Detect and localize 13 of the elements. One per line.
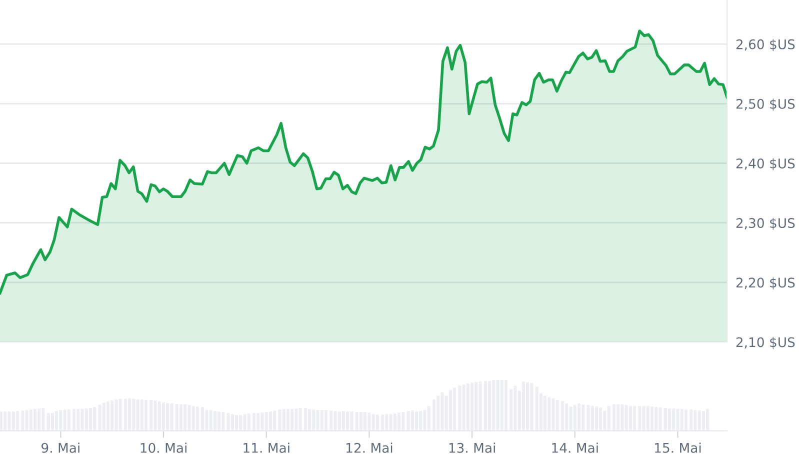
- x-tick-label: 10. Mai: [140, 442, 186, 453]
- y-tick-label: 2,20 $US: [736, 277, 795, 290]
- y-tick-label: 2,50 $US: [736, 98, 795, 111]
- x-tick-label: 11. Mai: [244, 442, 290, 453]
- x-tick-label: 15. Mai: [655, 442, 701, 453]
- y-tick-label: 2,60 $US: [736, 39, 795, 52]
- x-tick-label: 9. Mai: [42, 442, 80, 453]
- y-tick-label: 2,10 $US: [736, 336, 795, 349]
- x-tick-label: 13. Mai: [449, 442, 495, 453]
- x-tick-label: 14. Mai: [552, 442, 598, 453]
- y-tick-label: 2,40 $US: [736, 158, 795, 170]
- x-tick-label: 12. Mai: [346, 442, 392, 453]
- y-tick-label: 2,30 $US: [736, 218, 795, 230]
